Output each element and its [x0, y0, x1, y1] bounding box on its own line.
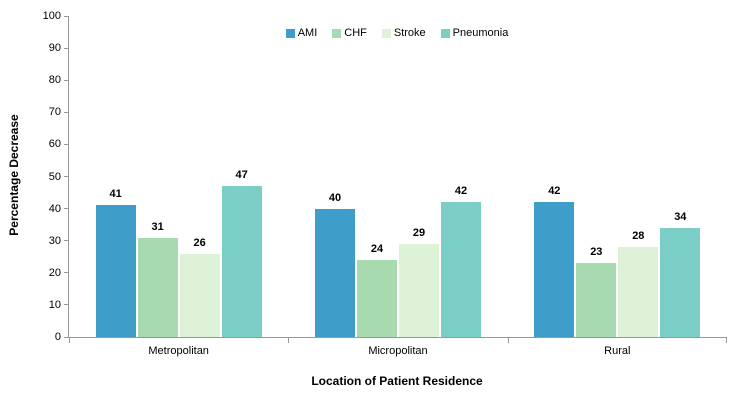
legend-label: CHF: [344, 27, 367, 39]
value-label: 42: [548, 185, 561, 198]
value-label: 34: [674, 210, 687, 223]
legend-swatch-icon: [440, 28, 450, 38]
y-axis-tick-label: 50: [48, 170, 61, 183]
legend-label: Stroke: [393, 27, 426, 39]
x-axis-category-label: Micropolitan: [368, 345, 428, 357]
bar-stroke-micropolitan: 29: [398, 227, 439, 337]
y-axis-tick-mark: [64, 143, 69, 145]
x-axis-category-label: Metropolitan: [148, 345, 209, 357]
bar-ami-metropolitan: 41: [95, 188, 136, 337]
value-label: 29: [412, 226, 426, 239]
value-label: 23: [590, 246, 603, 259]
legend-swatch-icon: [285, 28, 295, 38]
x-axis-title: Location of Patient Residence: [311, 374, 483, 388]
bar-pneumonia-rural: 34: [660, 211, 701, 337]
y-axis-tick-mark: [64, 15, 69, 17]
y-axis-tick-mark: [64, 208, 69, 210]
legend-label: AMI: [297, 27, 318, 39]
y-axis-tick-label: 70: [48, 106, 61, 119]
value-label: 31: [151, 220, 164, 233]
legend-item-pneumonia: Pneumonia: [440, 27, 509, 39]
bar-chf-rural: 23: [576, 246, 617, 337]
y-axis-tick-mark: [64, 336, 69, 338]
bar-pneumonia-metropolitan: 47: [221, 169, 262, 337]
x-axis-category-label: Rural: [604, 345, 631, 357]
value-label: 40: [328, 191, 342, 204]
legend-item-chf: CHF: [332, 27, 367, 39]
y-axis-tick-label: 0: [54, 331, 61, 343]
legend-label: Pneumonia: [452, 27, 509, 39]
bar-stroke-metropolitan: 26: [179, 237, 220, 337]
bar-chf-micropolitan: 24: [356, 243, 397, 337]
bar-pneumonia-micropolitan: 42: [440, 185, 481, 337]
x-axis-tick-mark: [69, 338, 70, 343]
plot-area: 0 10 20 30 40 50 60 70 80 90 100 41 31 26 47 Metropolit…: [43, 10, 727, 357]
bar-group-metropolitan: 41 31 26 47: [69, 16, 288, 337]
y-axis-tick-label: 100: [42, 10, 61, 22]
y-axis-tick-mark: [64, 79, 69, 81]
y-axis-tick-label: 80: [48, 74, 61, 87]
y-axis-tick-label: 90: [48, 42, 61, 55]
legend-swatch-icon: [381, 28, 391, 38]
y-axis-tick-mark: [64, 47, 69, 49]
value-label: 28: [632, 230, 645, 243]
y-axis-tick-label: 20: [48, 266, 61, 279]
x-axis-tick-mark: [507, 338, 509, 343]
y-axis-tick-mark: [64, 304, 69, 306]
y-axis-tick-label: 60: [48, 138, 61, 151]
legend-item-ami: AMI: [285, 27, 318, 39]
y-axis-tick-label: 10: [48, 298, 61, 311]
bar-ami-rural: 42: [534, 185, 575, 337]
y-axis-tick-mark: [64, 240, 69, 242]
y-axis-tick-mark: [64, 176, 69, 177]
value-label: 41: [109, 188, 122, 201]
bar-stroke-rural: 28: [618, 230, 659, 337]
x-axis-tick-mark: [726, 338, 727, 343]
legend-swatch-icon: [332, 28, 342, 38]
value-label: 26: [193, 236, 206, 249]
legend-item-stroke: Stroke: [381, 27, 426, 39]
bar-group-micropolitan: 40 24 29 42: [288, 16, 507, 337]
bar-ami-micropolitan: 40: [314, 192, 355, 337]
y-axis-tick-mark: [64, 272, 69, 274]
value-label: 47: [235, 169, 248, 182]
y-axis-tick-label: 40: [48, 202, 61, 215]
x-axis-tick-mark: [288, 338, 290, 343]
bar-group-rural: 42 23 28 34: [508, 16, 727, 337]
legend: AMI CHF Stroke Pneumonia: [68, 27, 726, 39]
y-axis-tick-mark: [64, 111, 69, 113]
y-axis-tick-label: 30: [48, 234, 61, 247]
value-label: 42: [454, 185, 468, 198]
value-label: 24: [370, 242, 384, 255]
bar-chf-metropolitan: 31: [137, 221, 178, 337]
